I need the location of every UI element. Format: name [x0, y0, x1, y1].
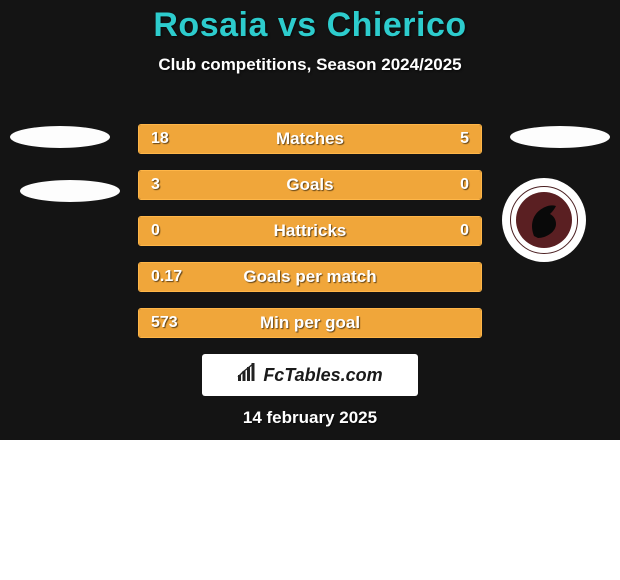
player-left-badge-2: [20, 180, 120, 280]
stat-fill-left: [139, 171, 413, 199]
branding-text: FcTables.com: [263, 365, 382, 386]
club-crest-icon: [502, 178, 586, 262]
stat-fill-left: [139, 309, 481, 337]
stat-fill-left: [139, 263, 481, 291]
stat-row: 0.17Goals per match: [138, 262, 482, 292]
club-crest-core: [516, 192, 572, 248]
stat-fill-left: [139, 217, 413, 245]
placeholder-ellipse-icon: [510, 126, 610, 148]
branding-box[interactable]: FcTables.com: [202, 354, 418, 396]
stats-rows: 18Matches5 3Goals0 0Hattricks0 0.17Goals pe…: [138, 124, 482, 354]
stat-fill-right: [413, 217, 481, 245]
stat-row: 0Hattricks0: [138, 216, 482, 246]
horse-silhouette-icon: [516, 192, 572, 248]
page-title: Rosaia vs Chierico: [0, 0, 620, 45]
placeholder-ellipse-icon: [10, 126, 110, 148]
stat-row: 3Goals0: [138, 170, 482, 200]
footer-date: 14 february 2025: [0, 408, 620, 428]
stat-fill-left: [139, 125, 399, 153]
player-right-club-badge: [502, 178, 602, 278]
season-subtitle: Club competitions, Season 2024/2025: [0, 55, 620, 75]
stat-row: 18Matches5: [138, 124, 482, 154]
comparison-card: Rosaia vs Chierico Club competitions, Se…: [0, 0, 620, 440]
placeholder-ellipse-icon: [20, 180, 120, 202]
bar-chart-icon: [237, 363, 259, 388]
stat-fill-right: [413, 171, 481, 199]
stat-row: 573Min per goal: [138, 308, 482, 338]
stat-fill-right: [399, 125, 481, 153]
